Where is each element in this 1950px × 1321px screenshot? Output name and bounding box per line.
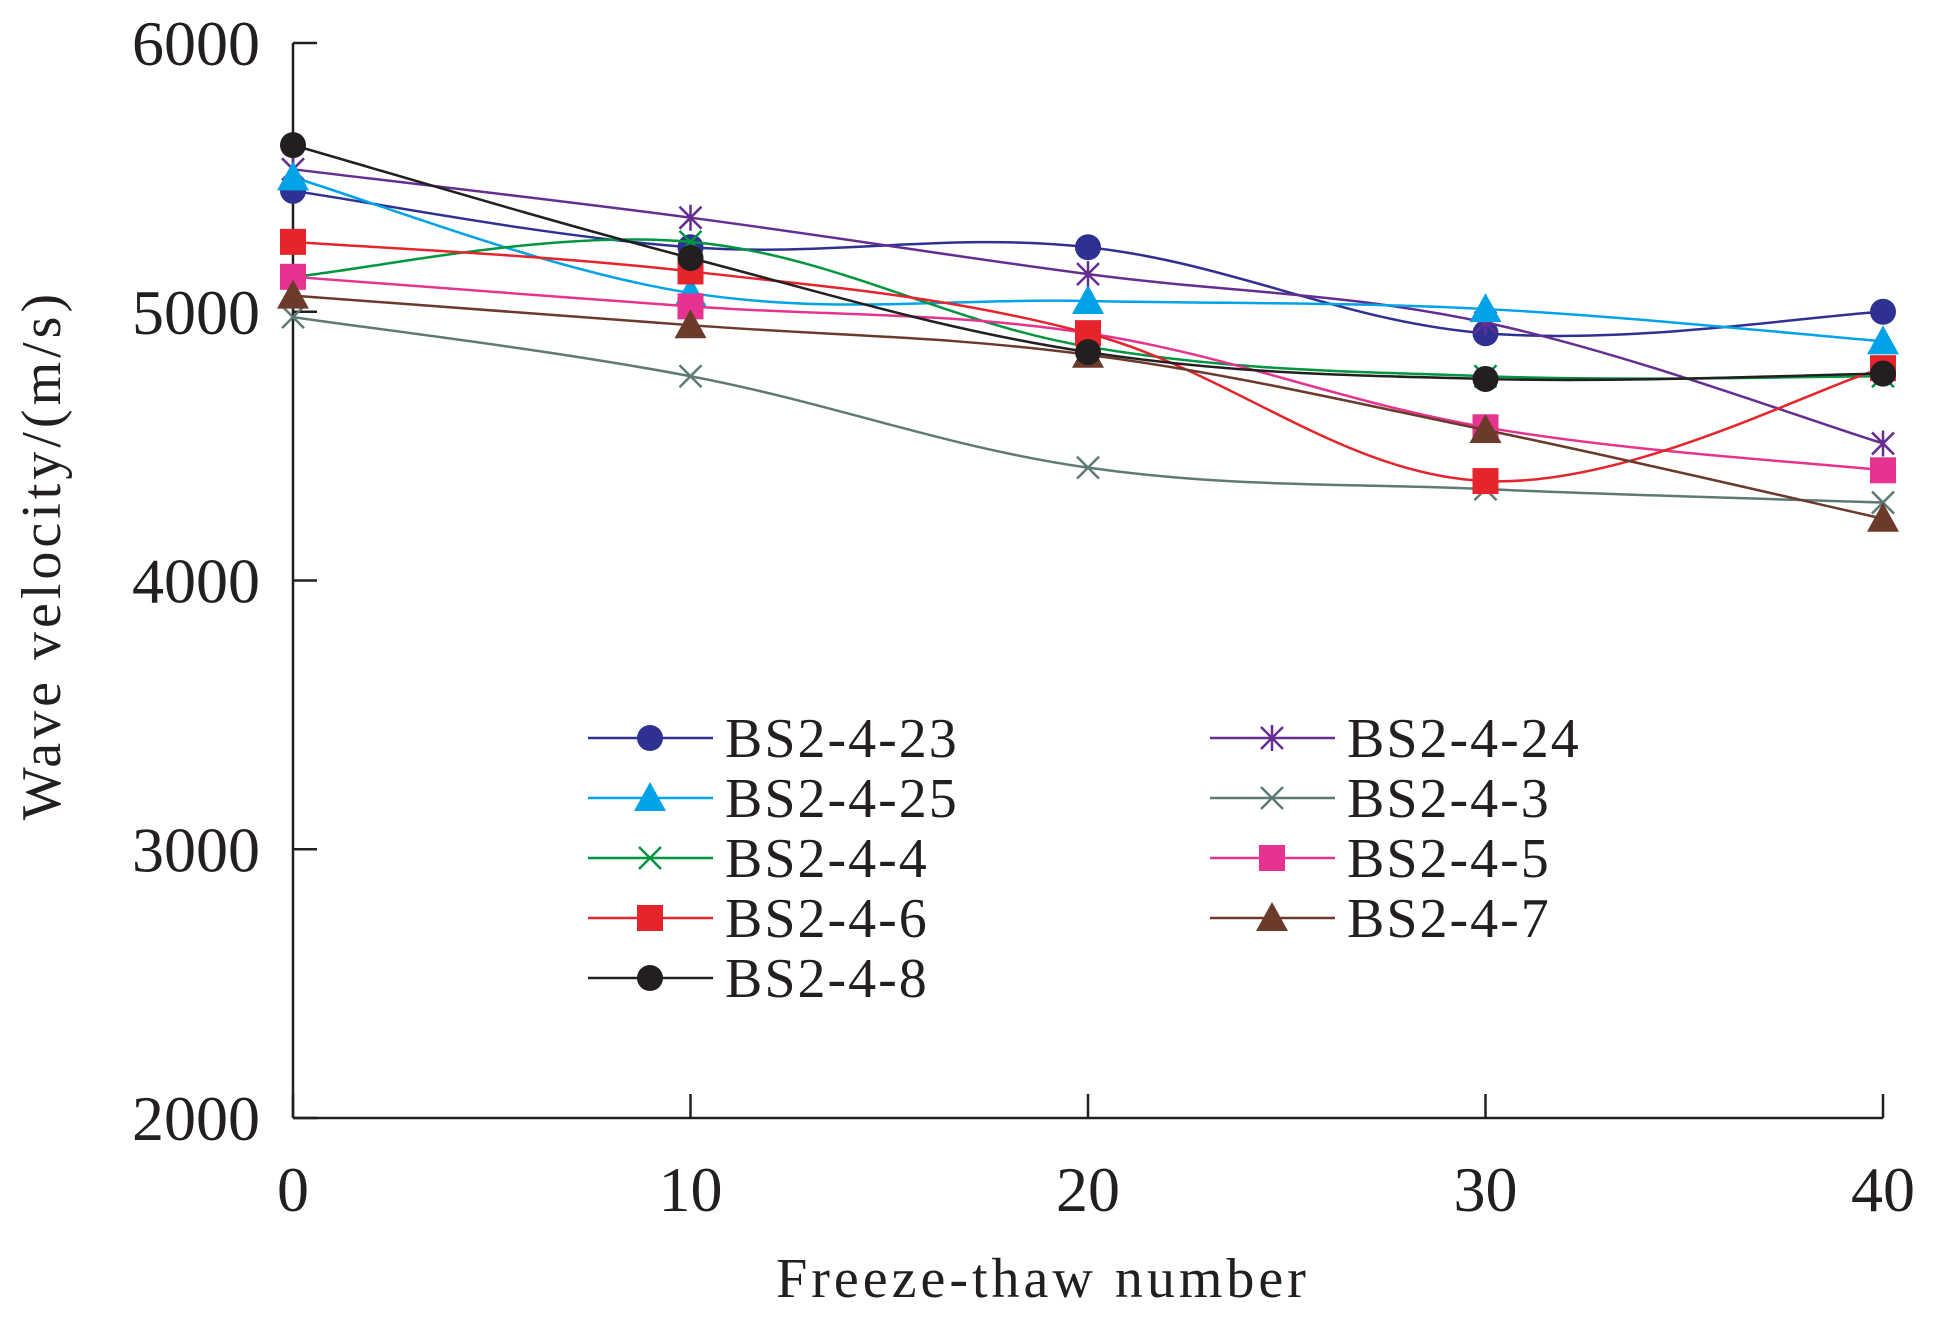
legend-marker-bs2-4-23 [637, 725, 663, 751]
data-point-bs2-4-3 [1871, 490, 1895, 515]
data-point-bs2-4-23 [1870, 298, 1896, 325]
x-tick-label: 10 [659, 1154, 723, 1225]
y-tick-label: 6000 [132, 8, 260, 79]
data-point-bs2-4-25 [1072, 285, 1104, 314]
data-point-bs2-4-24 [1076, 261, 1100, 288]
legend-marker-bs2-4-6 [637, 905, 663, 931]
data-point-bs2-4-7 [674, 309, 707, 339]
legend-marker-bs2-4-5 [1259, 845, 1285, 871]
data-point-bs2-4-7 [1469, 414, 1502, 443]
data-point-bs2-4-8 [1075, 339, 1101, 366]
x-axis-title: Freeze-thaw number [776, 1248, 1310, 1310]
legend-label-bs2-4-3: BS2-4-3 [1347, 768, 1551, 830]
legend-marker-bs2-4-4 [638, 846, 662, 870]
data-point-bs2-4-3 [678, 364, 703, 389]
legend-marker-bs2-4-24 [1260, 725, 1284, 751]
data-point-bs2-4-23 [1075, 234, 1101, 261]
y-axis-title: Wave velocity/(m/s) [11, 290, 73, 820]
legend-marker-bs2-4-3 [1260, 786, 1284, 810]
plot-area [277, 132, 1899, 532]
series-bs2-4-7 [277, 279, 1899, 532]
data-point-bs2-4-6 [280, 228, 306, 255]
x-tick-label: 0 [277, 1154, 309, 1225]
legend-label-bs2-4-6: BS2-4-6 [725, 888, 929, 950]
data-point-bs2-4-5 [1870, 457, 1896, 484]
legend-label-bs2-4-24: BS2-4-24 [1347, 708, 1581, 770]
legend-marker-bs2-4-7 [1256, 902, 1288, 931]
legend-item-bs2-4-7: BS2-4-7 [1210, 888, 1551, 950]
legend-marker-bs2-4-25 [634, 782, 666, 811]
axes: 2000 3000 4000 5000 6000 0 10 20 30 40 [132, 8, 1915, 1225]
legend-label-bs2-4-25: BS2-4-25 [725, 768, 959, 830]
legend-item-bs2-4-24: BS2-4-24 [1210, 708, 1581, 770]
legend-marker-bs2-4-8 [637, 965, 663, 991]
y-tick-label: 4000 [132, 546, 260, 617]
x-tick-label: 40 [1851, 1154, 1915, 1225]
legend-label-bs2-4-23: BS2-4-23 [725, 708, 959, 770]
legend-label-bs2-4-5: BS2-4-5 [1347, 828, 1551, 890]
data-point-bs2-4-25 [1469, 293, 1502, 323]
data-point-bs2-4-25 [1867, 325, 1899, 355]
series-bs2-4-8 [280, 132, 1896, 392]
legend-item-bs2-4-23: BS2-4-23 [588, 708, 959, 770]
data-point-bs2-4-3 [1076, 455, 1100, 480]
data-point-bs2-4-7 [277, 279, 309, 309]
data-point-bs2-4-3 [281, 305, 305, 330]
data-point-bs2-4-24 [678, 204, 703, 231]
legend-item-bs2-4-8: BS2-4-8 [588, 948, 929, 1010]
data-point-bs2-4-6 [1472, 468, 1499, 495]
legend-item-bs2-4-6: BS2-4-6 [588, 888, 929, 950]
legend-item-bs2-4-5: BS2-4-5 [1210, 828, 1551, 890]
data-point-bs2-4-25 [277, 161, 309, 191]
x-tick-label: 30 [1454, 1154, 1518, 1225]
legend-item-bs2-4-4: BS2-4-4 [588, 828, 929, 890]
x-tick-label: 20 [1056, 1154, 1120, 1225]
legend-item-bs2-4-3: BS2-4-3 [1210, 768, 1551, 830]
data-point-bs2-4-7 [1867, 502, 1899, 532]
legend-label-bs2-4-4: BS2-4-4 [725, 828, 929, 890]
y-tick-label: 5000 [132, 277, 260, 348]
legend-item-bs2-4-25: BS2-4-25 [588, 768, 959, 830]
y-tick-label: 3000 [132, 814, 260, 885]
y-tick-label: 2000 [132, 1083, 260, 1154]
data-point-bs2-4-8 [677, 245, 704, 271]
data-point-bs2-4-8 [1870, 360, 1896, 387]
data-point-bs2-4-8 [280, 132, 306, 159]
data-point-bs2-4-8 [1472, 365, 1499, 392]
legend-label-bs2-4-7: BS2-4-7 [1347, 888, 1551, 950]
legend-label-bs2-4-8: BS2-4-8 [725, 948, 929, 1010]
data-point-bs2-4-24 [1871, 430, 1895, 457]
